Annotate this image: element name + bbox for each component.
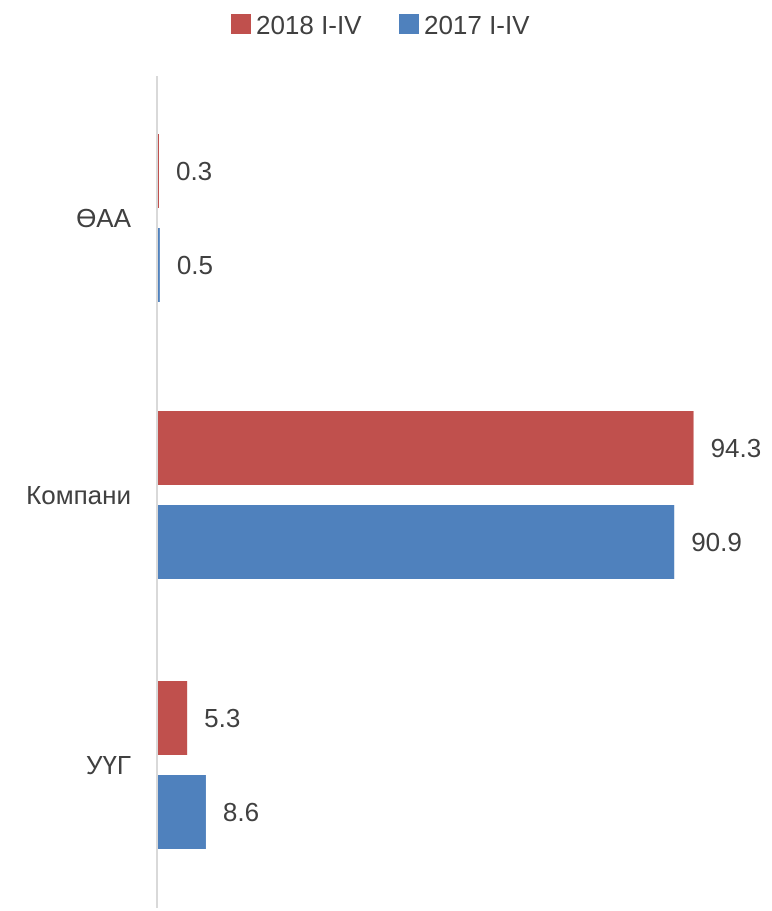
data-label: 90.9 xyxy=(691,527,742,557)
data-label: 5.3 xyxy=(204,703,240,733)
bar xyxy=(157,228,160,302)
bar xyxy=(157,775,206,849)
bar xyxy=(157,411,694,485)
category-tick-label: УҮГ xyxy=(86,750,131,780)
category-tick-label: Компани xyxy=(26,480,131,510)
series-2017: 0.5 90.9 8.6 xyxy=(157,228,742,849)
data-label: 0.3 xyxy=(176,156,212,186)
series-2018: 0.3 94.3 5.3 xyxy=(157,134,761,755)
data-label: 94.3 xyxy=(711,433,762,463)
category-tick-label: ӨАА xyxy=(76,203,132,233)
legend: 2018 I-IV 2017 I-IV xyxy=(231,10,530,40)
legend-swatch xyxy=(399,14,419,34)
bar xyxy=(157,681,188,755)
legend-item: 2017 I-IV xyxy=(399,10,530,40)
legend-swatch xyxy=(231,14,251,34)
legend-label: 2018 I-IV xyxy=(256,10,362,40)
data-label: 0.5 xyxy=(177,250,213,280)
legend-item: 2018 I-IV xyxy=(231,10,362,40)
bar xyxy=(157,505,675,579)
legend-label: 2017 I-IV xyxy=(424,10,530,40)
data-label: 8.6 xyxy=(223,797,259,827)
category-axis: ӨАА Компани УҮГ xyxy=(26,203,132,780)
